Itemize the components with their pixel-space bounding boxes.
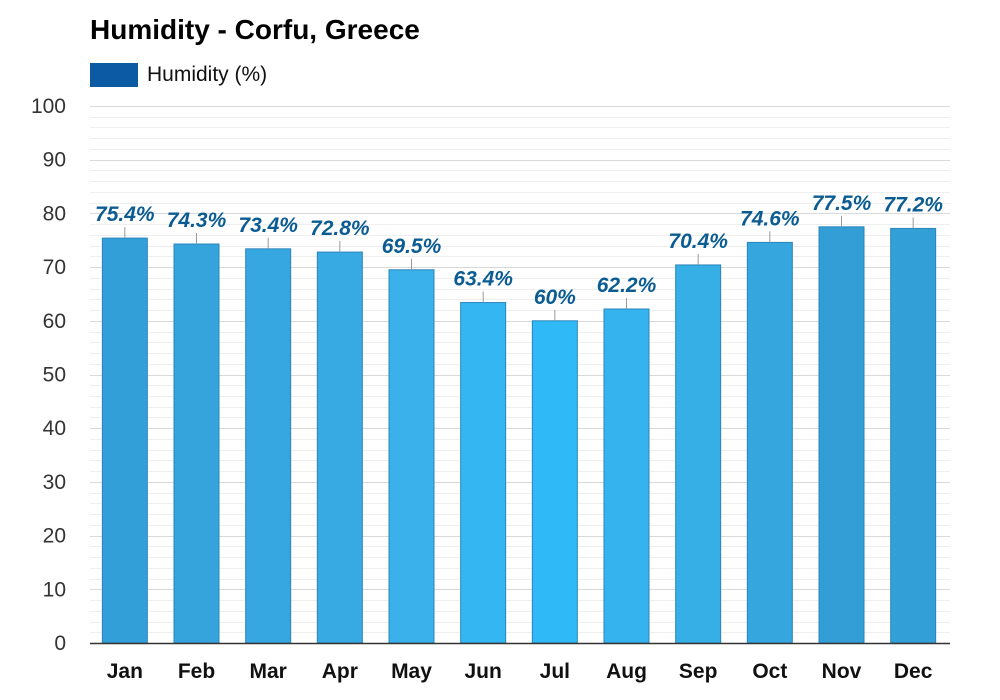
- bar-oct: [746, 241, 793, 644]
- data-label-nov: 77.5%: [812, 192, 872, 215]
- x-tick-label-may: May: [391, 660, 432, 683]
- y-tick-label: 100: [31, 95, 66, 118]
- x-tick-label-sep: Sep: [679, 660, 718, 683]
- data-label-feb: 74.3%: [167, 209, 227, 232]
- data-label-sep: 70.4%: [668, 230, 728, 253]
- y-tick-label: 50: [43, 364, 66, 387]
- y-tick-label: 30: [43, 471, 66, 494]
- y-tick-label: 0: [54, 632, 66, 655]
- bar-feb: [173, 243, 220, 644]
- x-tick-label-aug: Aug: [606, 660, 647, 683]
- x-tick-label-mar: Mar: [249, 660, 286, 683]
- data-label-mar: 73.4%: [238, 214, 298, 237]
- data-label-jan: 75.4%: [95, 203, 155, 226]
- x-tick-label-oct: Oct: [752, 660, 787, 683]
- x-tick-label-jun: Jun: [464, 660, 501, 683]
- bar-jul: [531, 320, 578, 644]
- data-label-jun: 63.4%: [453, 268, 513, 291]
- y-tick-label: 80: [43, 202, 66, 225]
- y-tick-label: 10: [43, 578, 66, 601]
- bar-mar: [245, 248, 292, 644]
- x-tick-label-feb: Feb: [178, 660, 215, 683]
- y-tick-label: 40: [43, 417, 66, 440]
- y-tick-label: 70: [43, 256, 66, 279]
- data-label-may: 69.5%: [382, 235, 442, 258]
- y-tick-label: 60: [43, 310, 66, 333]
- bar-jun: [460, 302, 507, 644]
- bar-jan: [101, 237, 148, 644]
- bar-may: [388, 269, 435, 644]
- data-label-oct: 74.6%: [740, 207, 800, 230]
- bar-dec: [890, 227, 937, 644]
- y-tick-label: 20: [43, 525, 66, 548]
- bar-sep: [675, 264, 722, 644]
- x-tick-label-jan: Jan: [107, 660, 143, 683]
- data-label-apr: 72.8%: [310, 217, 370, 240]
- legend-label-humidity: Humidity (%): [147, 63, 268, 86]
- data-label-jul: 60%: [534, 286, 576, 309]
- y-tick-label: 90: [43, 149, 66, 172]
- chart-legend: Humidity (%): [90, 62, 267, 88]
- legend-swatch-humidity: [90, 63, 138, 87]
- bar-nov: [818, 226, 865, 644]
- x-tick-label-dec: Dec: [894, 660, 933, 683]
- chart-title: Humidity - Corfu, Greece: [90, 14, 420, 45]
- data-label-aug: 62.2%: [597, 274, 657, 297]
- x-tick-label-nov: Nov: [822, 660, 862, 683]
- x-tick-label-jul: Jul: [540, 660, 570, 683]
- bar-apr: [316, 251, 363, 644]
- bar-aug: [603, 308, 650, 644]
- x-tick-label-apr: Apr: [322, 660, 358, 683]
- data-label-dec: 77.2%: [883, 193, 943, 216]
